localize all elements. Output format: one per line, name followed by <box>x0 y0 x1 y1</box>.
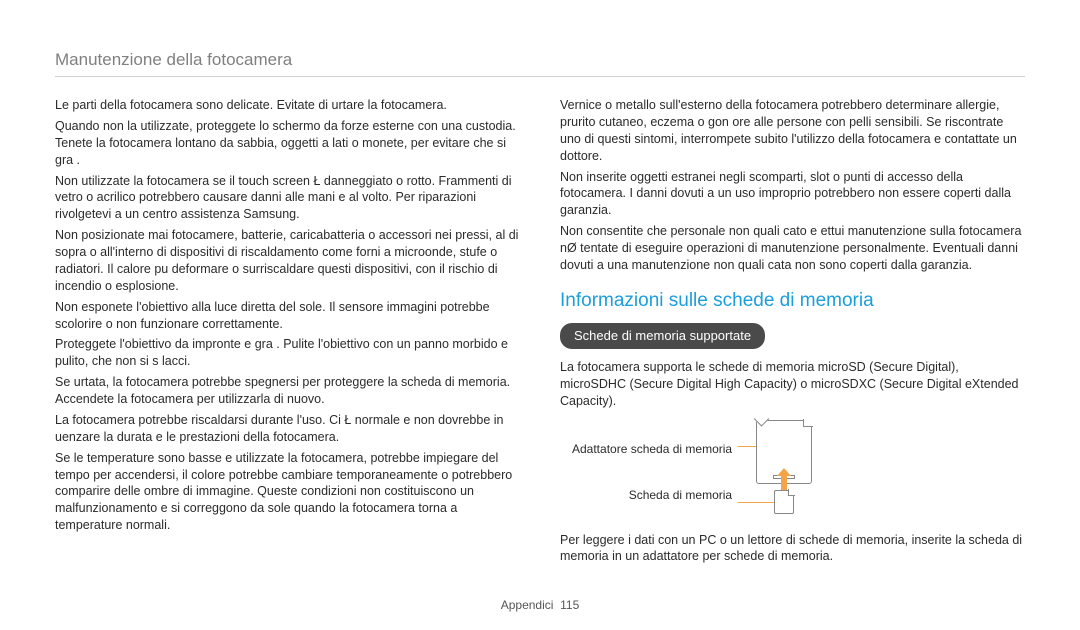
body-text: Non utilizzate la fotocamera se il touch… <box>55 173 520 224</box>
body-text: Non posizionate mai fotocamere, batterie… <box>55 227 520 295</box>
leader-line-icon <box>738 502 774 503</box>
page-header-title: Manutenzione della fotocamera <box>55 50 1025 70</box>
leader-line-icon <box>738 446 756 447</box>
content-columns: Le parti della fotocamera sono delicate.… <box>55 97 1025 569</box>
adapter-notch-icon <box>803 419 813 427</box>
body-text: Se urtata, la fotocamera potrebbe spegne… <box>55 374 520 408</box>
section-title: Informazioni sulle schede di memoria <box>560 288 1025 314</box>
body-text: Per leggere i dati con un PC o un lettor… <box>560 532 1025 566</box>
footer-page-number: 115 <box>560 598 579 612</box>
page-footer: Appendici 115 <box>0 598 1080 612</box>
header-rule <box>55 76 1025 77</box>
body-text: Se le temperature sono basse e utilizzat… <box>55 450 520 534</box>
subsection-pill: Schede di memoria supportate <box>560 323 765 349</box>
body-text: La fotocamera potrebbe riscaldarsi duran… <box>55 412 520 446</box>
body-text: La fotocamera supporta le schede di memo… <box>560 359 1025 410</box>
up-arrow-icon <box>781 476 787 490</box>
left-column: Le parti della fotocamera sono delicate.… <box>55 97 520 569</box>
body-text: Non esponete l'obiettivo alla luce diret… <box>55 299 520 333</box>
page: Manutenzione della fotocamera Le parti d… <box>0 0 1080 630</box>
body-text: Non inserite oggetti estranei negli scom… <box>560 169 1025 220</box>
body-text: Non consentite che personale non quali c… <box>560 223 1025 274</box>
body-text: Quando non la utilizzate, proteggete lo … <box>55 118 520 169</box>
footer-section: Appendici <box>501 598 554 612</box>
body-text: Proteggete l'obiettivo da impronte e gra… <box>55 336 520 370</box>
adapter-label: Adattatore scheda di memoria <box>572 442 732 458</box>
diagram-labels: Adattatore scheda di memoria Scheda di m… <box>572 436 732 503</box>
right-column: Vernice o metallo sull'esterno della fot… <box>560 97 1025 569</box>
body-text: Le parti della fotocamera sono delicate.… <box>55 97 520 114</box>
body-text: Vernice o metallo sull'esterno della fot… <box>560 97 1025 165</box>
microsd-card-icon <box>774 490 794 514</box>
memory-card-diagram: Adattatore scheda di memoria Scheda di m… <box>572 420 1025 520</box>
card-label: Scheda di memoria <box>572 488 732 504</box>
diagram-graphic <box>742 420 822 520</box>
